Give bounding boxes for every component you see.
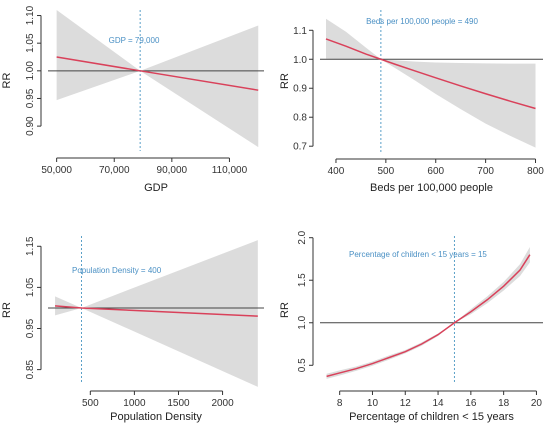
x-axis-label: Beds per 100,000 people bbox=[370, 182, 493, 194]
rr-curve bbox=[326, 254, 531, 378]
x-tick-label: 20 bbox=[531, 398, 543, 409]
y-axis-label: RR bbox=[279, 302, 291, 318]
y-tick-label: 1.0 bbox=[293, 55, 307, 66]
x-tick-label: 70,000 bbox=[99, 165, 130, 176]
y-tick-label: 0.5 bbox=[297, 358, 308, 372]
y-tick-label: 0.90 bbox=[25, 116, 36, 136]
x-tick-label: 700 bbox=[477, 166, 494, 177]
x-tick-label: 8 bbox=[337, 398, 343, 409]
y-tick-label: 1.5 bbox=[297, 273, 308, 287]
y-tick-label: 1.05 bbox=[25, 33, 36, 53]
y-tick-label: 0.95 bbox=[25, 318, 36, 338]
y-tick-label: 0.8 bbox=[293, 113, 307, 124]
confidence-band bbox=[55, 240, 258, 387]
y-tick-label: 0.95 bbox=[25, 88, 36, 108]
chart-panel-4: Percentage of children < 15 years = 15 8 1… bbox=[279, 230, 543, 423]
x-tick-label: 800 bbox=[527, 166, 544, 177]
y-axis-label: RR bbox=[1, 73, 13, 89]
x-tick-label: 110,000 bbox=[212, 165, 248, 176]
y-tick-label: 1.0 bbox=[297, 315, 308, 329]
x-tick-label: 10 bbox=[367, 398, 379, 409]
threshold-annotation: Population Density = 400 bbox=[72, 266, 162, 275]
x-tick-label: 50,000 bbox=[41, 165, 72, 176]
x-tick-label: 18 bbox=[498, 398, 510, 409]
threshold-annotation: GDP = 79,000 bbox=[109, 36, 160, 45]
x-tick-label: 2000 bbox=[211, 398, 234, 409]
chart-panel-3: Population Density = 400 500 1000 1500 2000 0… bbox=[1, 236, 264, 423]
y-tick-label: 0.7 bbox=[293, 142, 307, 153]
y-tick-label: 1.10 bbox=[25, 5, 36, 25]
y-tick-label: 1.1 bbox=[293, 26, 307, 37]
x-tick-label: 500 bbox=[82, 398, 99, 409]
x-tick-label: 1000 bbox=[123, 398, 146, 409]
y-tick-label: 1.00 bbox=[25, 61, 36, 81]
x-tick-label: 14 bbox=[432, 398, 444, 409]
y-tick-label: 1.05 bbox=[25, 277, 36, 297]
x-tick-label: 16 bbox=[465, 398, 477, 409]
y-axis-label: RR bbox=[279, 73, 291, 89]
y-axis-label: RR bbox=[1, 302, 13, 318]
x-tick-label: 500 bbox=[378, 166, 395, 177]
confidence-band bbox=[326, 247, 530, 379]
y-tick-label: 0.9 bbox=[293, 84, 307, 95]
x-tick-label: 12 bbox=[400, 398, 412, 409]
y-tick-label: 0.85 bbox=[25, 359, 36, 379]
threshold-annotation: Percentage of children < 15 years = 15 bbox=[349, 250, 487, 259]
confidence-band bbox=[56, 10, 259, 148]
x-tick-label: 600 bbox=[427, 166, 444, 177]
x-tick-label: 400 bbox=[328, 166, 345, 177]
x-axis-label: Population Density bbox=[110, 411, 202, 423]
y-tick-label: 2.0 bbox=[297, 230, 308, 244]
chart-panel-2: Beds per 100,000 people = 490 400 500 600 70… bbox=[279, 10, 544, 194]
chart-panel-1: GDP = 79,000 50,000 70,000 90,000 110,000 0.9… bbox=[1, 5, 264, 194]
rr-curve bbox=[54, 305, 258, 317]
x-axis-label: Percentage of children < 15 years bbox=[349, 411, 514, 423]
confidence-band bbox=[325, 18, 536, 148]
x-tick-label: 90,000 bbox=[157, 165, 188, 176]
x-tick-label: 1500 bbox=[167, 398, 190, 409]
x-axis-label: GDP bbox=[144, 182, 168, 194]
rr-curve bbox=[325, 38, 536, 110]
rr-curve bbox=[56, 56, 259, 91]
y-tick-label: 1.15 bbox=[25, 236, 36, 256]
threshold-annotation: Beds per 100,000 people = 490 bbox=[366, 17, 478, 26]
